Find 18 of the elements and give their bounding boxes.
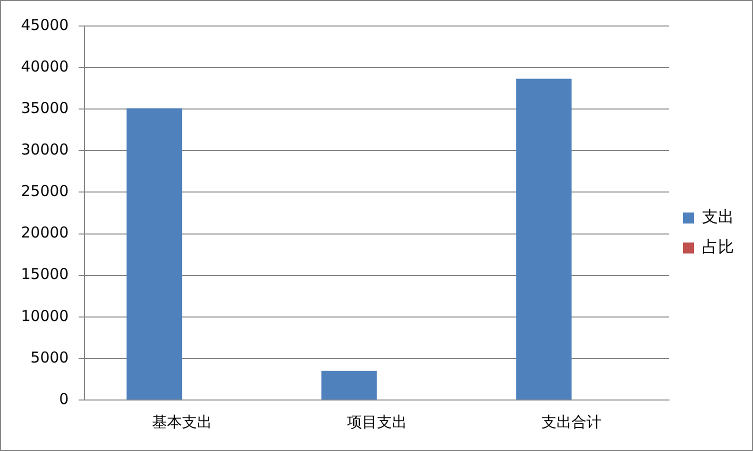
x-tick-label: 基本支出 (152, 412, 212, 431)
y-tick-label: 35000 (21, 99, 69, 117)
x-tick-label: 项目支出 (346, 412, 407, 431)
x-tick-label: 支出合计 (542, 412, 602, 431)
y-tick-label: 40000 (21, 57, 69, 76)
y-tick-label: 30000 (21, 140, 69, 159)
bar (321, 370, 377, 400)
y-tick-label: 20000 (21, 224, 69, 242)
y-tick-label: 0 (59, 390, 69, 408)
y-tick-label: 5000 (30, 348, 69, 366)
y-tick-label: 15000 (21, 265, 69, 284)
bar (516, 78, 572, 400)
y-tick-label: 25000 (21, 182, 69, 200)
bar (126, 108, 182, 400)
legend-label: 占比 (702, 237, 734, 256)
y-tick-label: 45000 (21, 16, 69, 34)
legend-label: 支出 (702, 207, 734, 226)
y-tick-label: 10000 (21, 306, 69, 325)
